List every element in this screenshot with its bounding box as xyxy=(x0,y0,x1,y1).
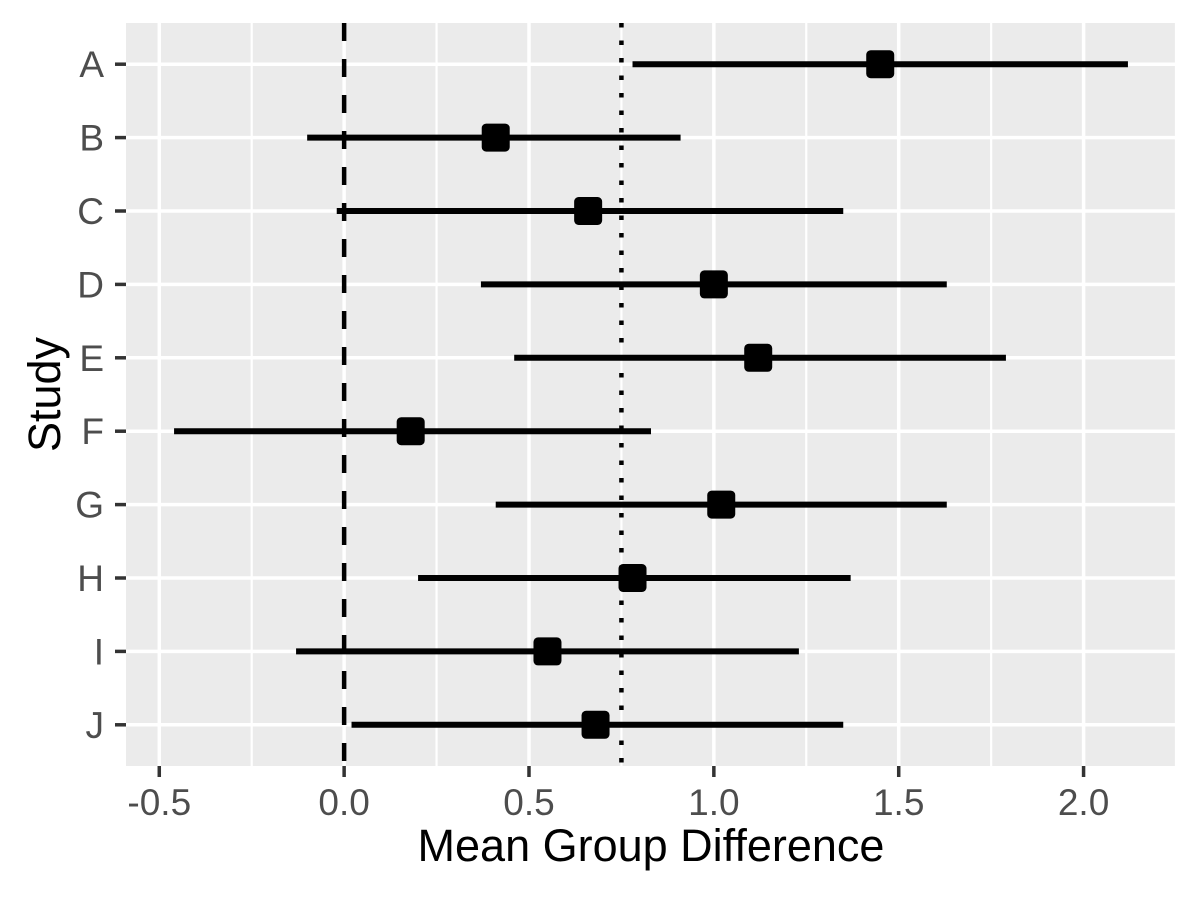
y-tick-label: D xyxy=(77,264,104,305)
x-tick-label: 1.5 xyxy=(873,782,924,823)
estimate-marker-H xyxy=(618,564,647,592)
estimate-marker-F xyxy=(396,417,425,446)
estimate-marker-C xyxy=(574,197,603,225)
estimate-marker-B xyxy=(481,123,510,152)
y-tick-label: J xyxy=(86,705,105,746)
y-axis-title: Study xyxy=(19,336,70,452)
x-axis-title: Mean Group Difference xyxy=(418,820,885,871)
y-tick-label: A xyxy=(79,44,104,85)
x-tick-label: 2.0 xyxy=(1058,782,1109,823)
y-tick-label: F xyxy=(81,411,104,452)
estimate-marker-G xyxy=(707,490,736,519)
y-tick-label: B xyxy=(79,118,104,159)
x-tick-label: 1.0 xyxy=(688,782,739,823)
y-tick-label: C xyxy=(77,191,104,232)
y-tick-label: H xyxy=(77,558,104,599)
x-tick-label: 0.5 xyxy=(503,782,554,823)
y-tick-label: I xyxy=(94,631,104,672)
x-tick-label: -0.5 xyxy=(127,782,191,823)
y-tick-label: G xyxy=(75,485,104,526)
estimate-marker-J xyxy=(581,710,610,739)
estimate-marker-A xyxy=(866,50,895,79)
estimate-marker-D xyxy=(699,270,728,299)
x-tick-label: 0.0 xyxy=(318,782,369,823)
estimate-marker-E xyxy=(744,343,773,372)
estimate-marker-I xyxy=(533,637,562,666)
y-tick-label: E xyxy=(79,338,104,379)
plot-panel xyxy=(126,23,1176,766)
